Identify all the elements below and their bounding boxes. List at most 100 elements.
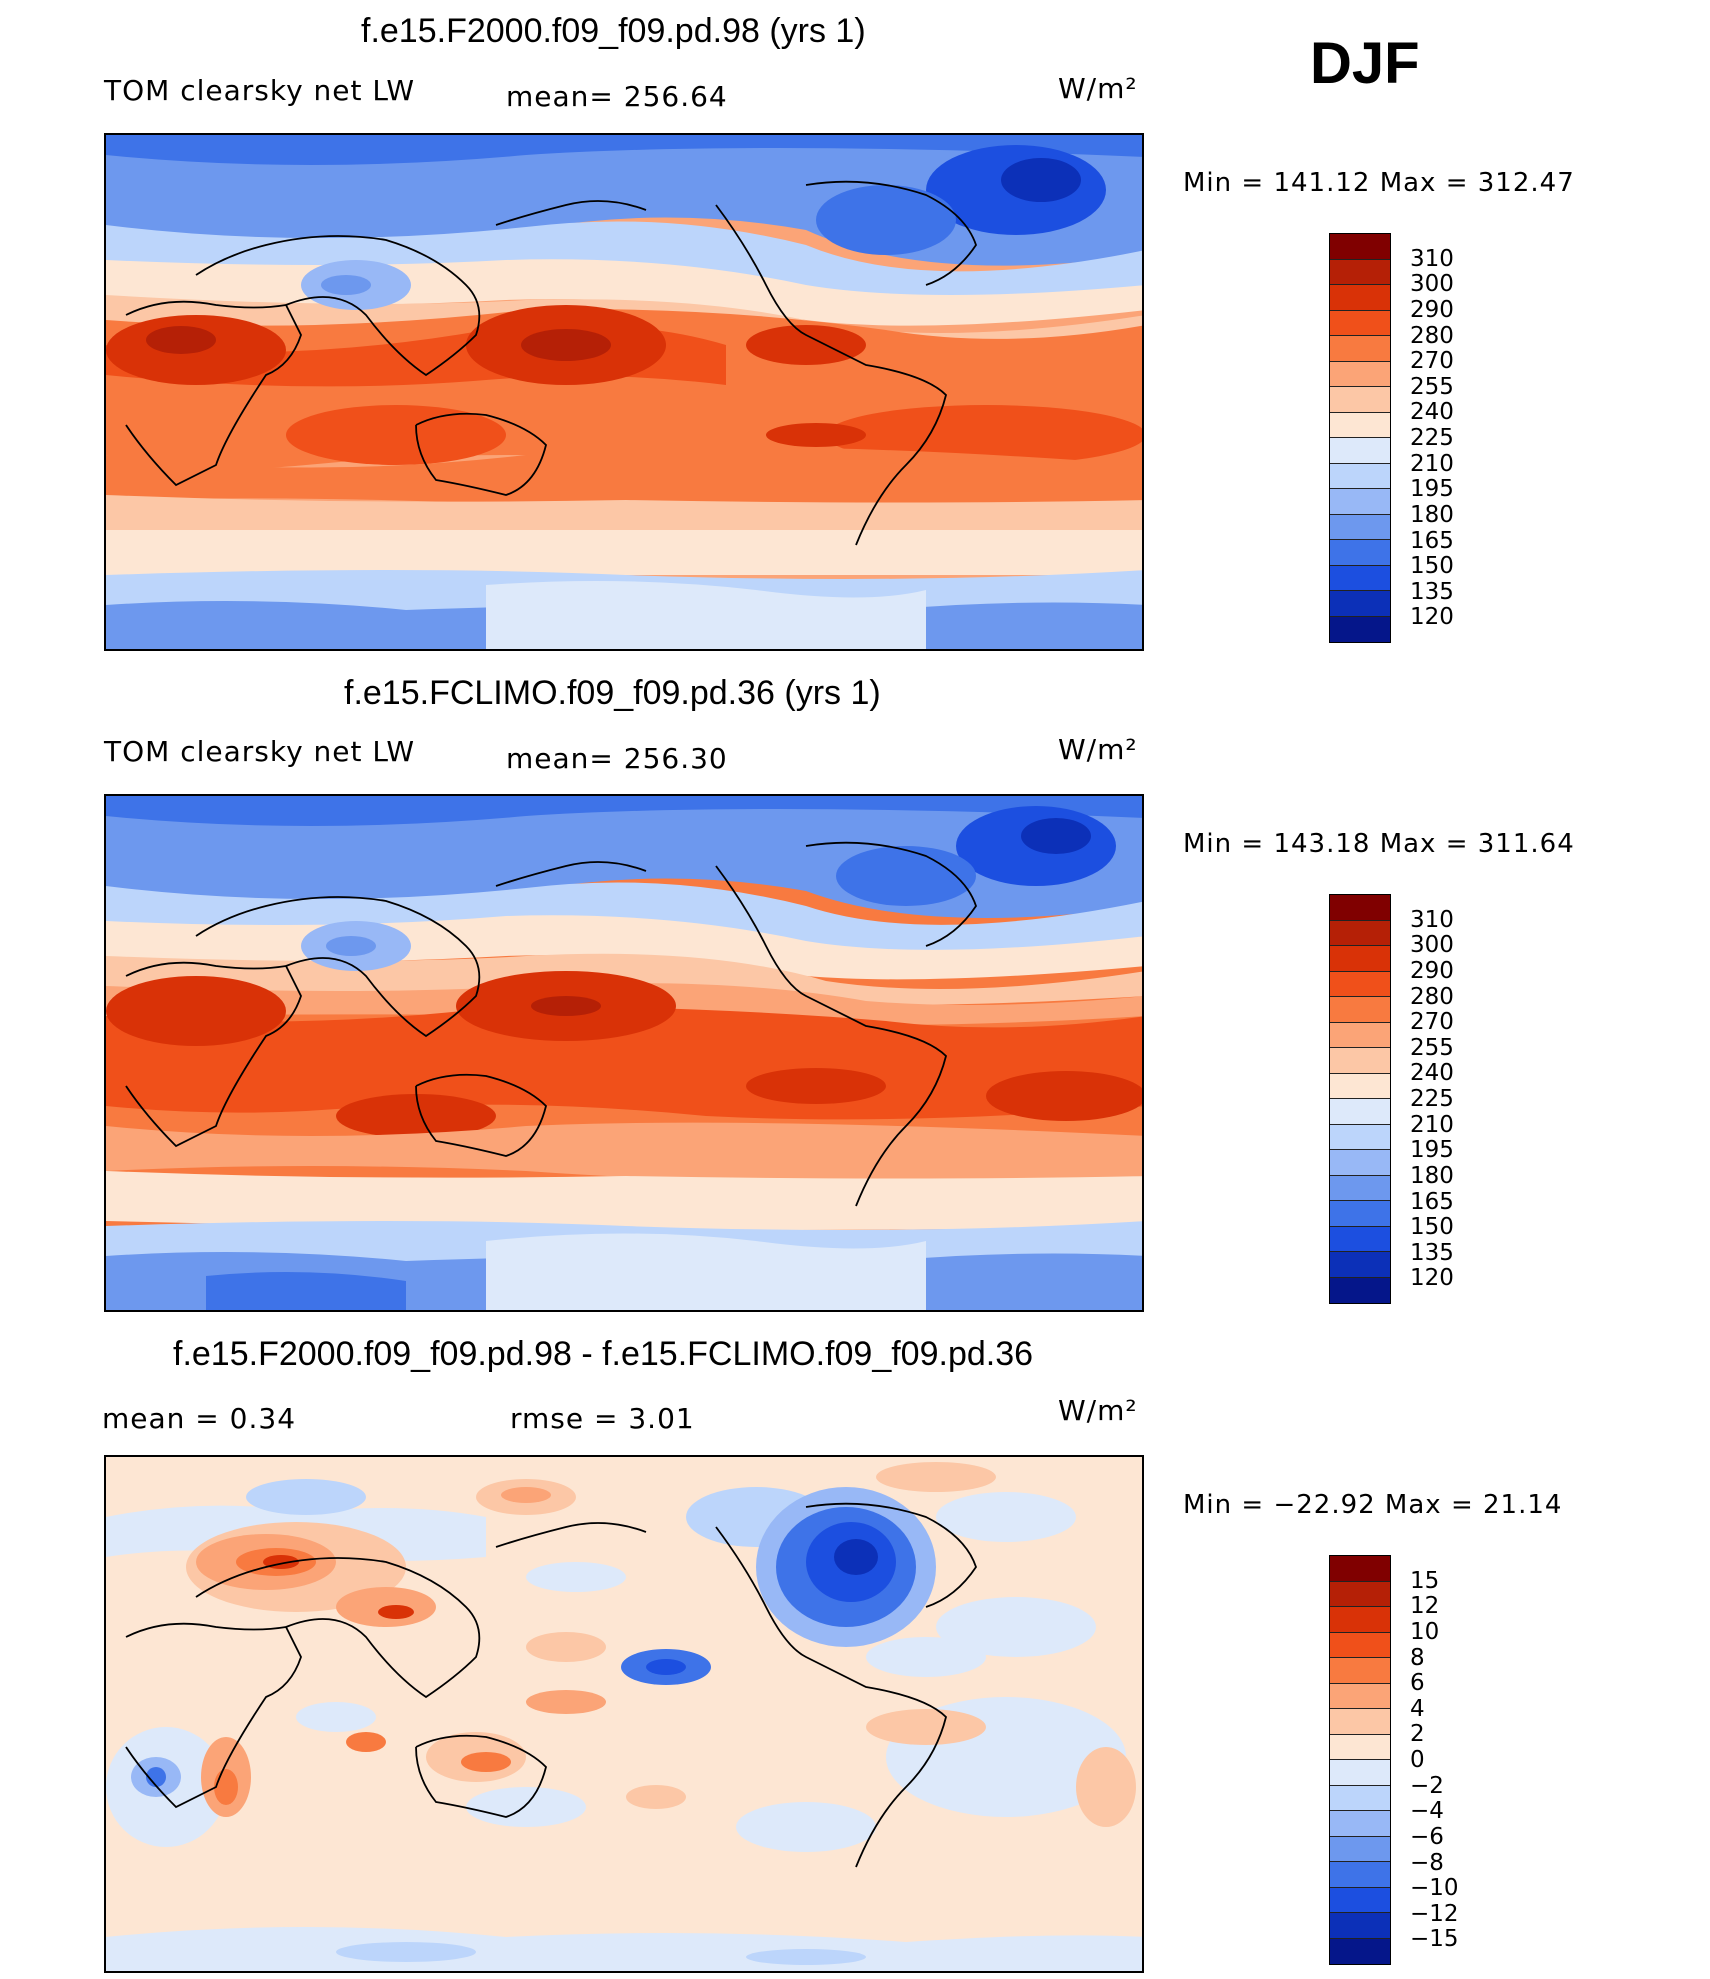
- colorbar-swatch: [1330, 259, 1390, 285]
- panel-1-title: f.e15.F2000.f09_f09.pd.98 (yrs 1): [361, 12, 866, 50]
- colorbar-tick-label: 195: [1410, 476, 1454, 503]
- colorbar-swatch: [1330, 1252, 1390, 1278]
- colorbar-tick-label: 255: [1410, 373, 1454, 400]
- colorbar-tick-label: 165: [1410, 1188, 1454, 1215]
- colorbar-tick-label: −2: [1410, 1772, 1444, 1799]
- colorbar-swatch: [1330, 1201, 1390, 1227]
- panel-3-mean-label: mean = 0.34: [102, 1402, 297, 1435]
- colorbar-tick-label: 135: [1410, 578, 1454, 605]
- colorbar-swatch: [1330, 1175, 1390, 1201]
- colorbar-tick-label: 225: [1410, 425, 1454, 451]
- colorbar-swatch: [1330, 489, 1390, 515]
- colorbar-swatch: [1330, 1099, 1390, 1125]
- colorbar-tick-label: −15: [1410, 1926, 1459, 1953]
- colorbar-tick-label: −8: [1410, 1849, 1444, 1876]
- colorbar-tick-label: −6: [1410, 1823, 1444, 1850]
- colorbar-swatch: [1330, 336, 1390, 362]
- colorbar-swatch: [1330, 895, 1390, 921]
- colorbar-tick-label: 290: [1410, 957, 1454, 984]
- colorbar-tick-label: 210: [1410, 450, 1454, 477]
- panel-1-map: [104, 133, 1144, 651]
- colorbar-swatch: [1330, 1760, 1390, 1786]
- colorbar-swatch: [1330, 1277, 1390, 1303]
- panel-2-map-svg: [106, 796, 1142, 1310]
- colorbar-swatch: [1330, 1887, 1390, 1913]
- colorbar-tick-label: 0: [1410, 1747, 1425, 1773]
- colorbar-tick-label: 6: [1410, 1670, 1425, 1697]
- colorbar-swatch: [1330, 997, 1390, 1023]
- colorbar-swatch: [1330, 387, 1390, 413]
- colorbar-tick-label: 270: [1410, 348, 1454, 375]
- colorbar-tick-label: 225: [1410, 1086, 1454, 1112]
- panel-1-mean-label: mean= 256.64: [506, 80, 728, 113]
- panel-1-variable-label: TOM clearsky net LW: [104, 74, 416, 107]
- colorbar-swatch: [1330, 946, 1390, 972]
- colorbar-swatch: [1330, 361, 1390, 387]
- colorbar-swatch: [1330, 1022, 1390, 1048]
- colorbar-tick-label: −12: [1410, 1900, 1459, 1927]
- colorbar-tick-label: 120: [1410, 604, 1454, 631]
- colorbar-swatch: [1330, 1632, 1390, 1658]
- colorbar-tick-label: 2: [1410, 1721, 1425, 1748]
- colorbar-swatch: [1330, 1226, 1390, 1252]
- panel-2-title: f.e15.FCLIMO.f09_f09.pd.36 (yrs 1): [344, 674, 881, 712]
- colorbar-swatch: [1330, 591, 1390, 617]
- colorbar-swatch: [1330, 1862, 1390, 1888]
- colorbar-tick-label: 240: [1410, 399, 1454, 426]
- colorbar-tick-label: 180: [1410, 1162, 1454, 1189]
- season-label: DJF: [1310, 31, 1420, 96]
- panel-3-rmse-label: rmse = 3.01: [510, 1402, 695, 1435]
- panel-1-units: W/m²: [1058, 72, 1138, 105]
- colorbar-swatch: [1330, 1734, 1390, 1760]
- colorbar-swatch: [1330, 565, 1390, 591]
- colorbar-tick-label: 15: [1410, 1567, 1440, 1594]
- panel-2-mean-label: mean= 256.30: [506, 742, 728, 775]
- colorbar-tick-label: −4: [1410, 1798, 1444, 1825]
- colorbar-tick-label: 180: [1410, 501, 1454, 528]
- colorbar-swatch: [1330, 616, 1390, 642]
- colorbar-swatch: [1330, 1581, 1390, 1607]
- colorbar-tick-label: 280: [1410, 322, 1454, 349]
- colorbar-swatch: [1330, 1658, 1390, 1684]
- colorbar-tick-label: 12: [1410, 1593, 1440, 1620]
- panel-1-colorbar: [1329, 233, 1391, 643]
- panel-3-units: W/m²: [1058, 1394, 1138, 1427]
- colorbar-swatch: [1330, 1683, 1390, 1709]
- panel-3-map-svg: [106, 1457, 1142, 1971]
- colorbar-swatch: [1330, 285, 1390, 311]
- colorbar-swatch: [1330, 1124, 1390, 1150]
- colorbar-swatch: [1330, 438, 1390, 464]
- colorbar-tick-label: 4: [1410, 1695, 1425, 1722]
- panel-3-colorbar: [1329, 1555, 1391, 1965]
- panel-1-minmax: Min = 141.12 Max = 312.47: [1183, 168, 1575, 198]
- colorbar-tick-label: 310: [1410, 906, 1454, 933]
- colorbar-swatch: [1330, 1048, 1390, 1074]
- colorbar-tick-label: 120: [1410, 1265, 1454, 1292]
- colorbar-swatch: [1330, 1607, 1390, 1633]
- colorbar-tick-label: 240: [1410, 1060, 1454, 1087]
- colorbar-tick-label: 165: [1410, 527, 1454, 554]
- colorbar-swatch: [1330, 463, 1390, 489]
- panel-2-minmax: Min = 143.18 Max = 311.64: [1183, 829, 1575, 859]
- colorbar-swatch: [1330, 1836, 1390, 1862]
- panel-3-map: [104, 1455, 1144, 1973]
- colorbar-swatch: [1330, 1785, 1390, 1811]
- colorbar-tick-label: 300: [1410, 271, 1454, 298]
- colorbar-tick-label: 255: [1410, 1034, 1454, 1061]
- colorbar-swatch: [1330, 1709, 1390, 1735]
- panel-3-minmax: Min = −22.92 Max = 21.14: [1183, 1490, 1563, 1520]
- colorbar-swatch: [1330, 1913, 1390, 1939]
- colorbar-swatch: [1330, 1073, 1390, 1099]
- panel-1-map-svg: [106, 135, 1142, 649]
- colorbar-swatch: [1330, 412, 1390, 438]
- colorbar-swatch: [1330, 920, 1390, 946]
- colorbar-tick-label: 135: [1410, 1239, 1454, 1266]
- colorbar-swatch: [1330, 540, 1390, 566]
- colorbar-tick-label: 10: [1410, 1618, 1440, 1645]
- colorbar-tick-label: 310: [1410, 245, 1454, 272]
- colorbar-swatch: [1330, 310, 1390, 336]
- panel-2-units: W/m²: [1058, 733, 1138, 766]
- colorbar-swatch: [1330, 514, 1390, 540]
- colorbar-swatch: [1330, 1150, 1390, 1176]
- colorbar-swatch: [1330, 1556, 1390, 1582]
